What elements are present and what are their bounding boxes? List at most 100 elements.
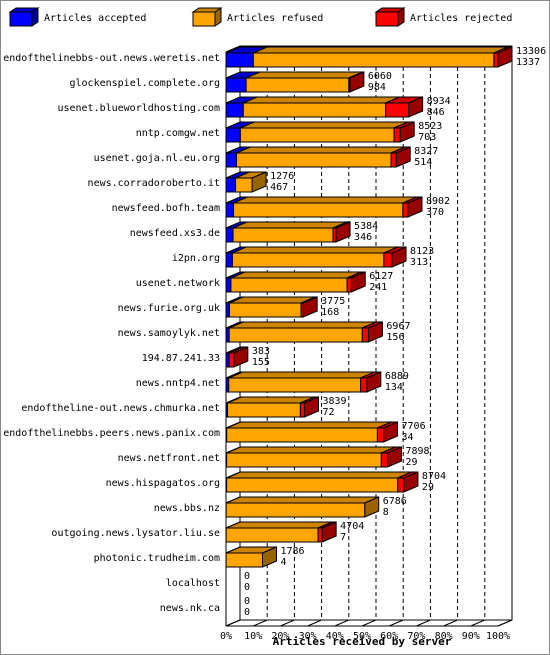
bar (228, 302, 302, 318)
total-label: 8934 (427, 96, 451, 107)
tick-mark (389, 619, 404, 627)
total-label: 5384 (354, 221, 378, 232)
bar-top (225, 521, 333, 529)
bar (225, 77, 247, 93)
bar (228, 327, 363, 343)
bar-top (228, 321, 377, 329)
bar (225, 527, 319, 543)
bar (332, 227, 337, 243)
y-tick-label: usenet.goja.nl.eu.org (94, 153, 220, 164)
accepted-label: 984 (368, 82, 386, 93)
x-tick-label: 80% (435, 631, 453, 642)
total-label: 0 (244, 596, 250, 607)
y-tick-label: photonic.trudheim.com (94, 553, 220, 564)
bar (348, 77, 351, 93)
y-axis-back (225, 45, 241, 53)
x-tick-label: 20% (271, 631, 289, 642)
bar (226, 427, 378, 443)
bar (230, 277, 348, 293)
bar-top (232, 246, 399, 254)
y-tick-label: newsfeed.bofh.team (112, 203, 220, 214)
total-label: 8704 (422, 471, 446, 482)
tick-mark (334, 619, 349, 627)
bar-top (226, 471, 412, 479)
bar-top (230, 271, 362, 279)
y-tick-label: nntp.comgw.net (136, 128, 220, 139)
total-label: 383 (252, 346, 270, 357)
total-label: 6889 (385, 371, 409, 382)
y-tick-label: endoftheline-out.news.chmurka.net (21, 403, 220, 414)
bar-top (232, 221, 348, 229)
total-label: 6786 (383, 496, 407, 507)
x-tick-label: 60% (380, 631, 398, 642)
tick-mark (361, 619, 377, 627)
bar (236, 152, 392, 168)
bar (385, 102, 410, 118)
bar (225, 227, 234, 243)
bar (390, 152, 397, 168)
accepted-label: 29 (405, 457, 417, 468)
tick-mark (416, 619, 431, 627)
accepted-label: 34 (402, 432, 414, 443)
bar (228, 377, 362, 393)
accepted-label: 846 (427, 107, 445, 118)
x-tick-label: 50% (353, 631, 371, 642)
tick-mark (225, 619, 241, 627)
accepted-label: 72 (322, 407, 334, 418)
bar (225, 552, 264, 568)
accepted-label: 241 (369, 282, 387, 293)
bar (225, 277, 232, 293)
bar (299, 402, 305, 418)
total-label: 8327 (414, 146, 438, 157)
y-tick-label: news.bbs.nz (154, 503, 220, 514)
accepted-label: 514 (414, 157, 432, 168)
bar (376, 427, 385, 443)
legend-swatch (9, 11, 33, 27)
accepted-label: 29 (422, 482, 434, 493)
x-tick-label: 40% (326, 631, 344, 642)
y-tick-label: 194.87.241.33 (142, 353, 220, 364)
tick-mark (253, 619, 268, 627)
accepted-label: 1337 (516, 57, 540, 68)
y-tick-label: glockenspiel.complete.org (69, 78, 220, 89)
bar-top (226, 446, 396, 454)
bar (242, 102, 387, 118)
accepted-label: 313 (410, 257, 428, 268)
bar (226, 477, 399, 493)
accepted-label: 0 (244, 607, 250, 618)
total-label: 6127 (369, 271, 393, 282)
total-label: 0 (244, 571, 250, 582)
bar (232, 227, 334, 243)
bar-top (228, 371, 375, 379)
bar (225, 502, 366, 518)
legend-swatch-side (397, 7, 405, 27)
bar-top (226, 421, 392, 429)
tick-mark (443, 619, 458, 627)
bar (233, 202, 404, 218)
total-label: 8523 (418, 121, 442, 132)
x-tick-label: 10% (244, 631, 262, 642)
bar (245, 77, 350, 93)
accepted-label: 155 (252, 357, 270, 368)
bar (402, 202, 409, 218)
accepted-label: 134 (385, 382, 403, 393)
y-tick-label: outgoing.news.lysator.liu.se (51, 528, 220, 539)
total-label: 8902 (426, 196, 450, 207)
bar (383, 252, 393, 268)
bar (225, 252, 233, 268)
total-label: 3839 (322, 396, 346, 407)
y-tick-label: news.hispagatos.org (106, 478, 220, 489)
bar (252, 52, 495, 68)
bar (239, 127, 395, 143)
bar (380, 452, 388, 468)
total-label: 13306 (516, 46, 546, 57)
x-axis-label: Articles received by server (273, 635, 452, 648)
total-label: 8123 (410, 246, 434, 257)
bar (360, 377, 368, 393)
bar (317, 527, 323, 543)
accepted-label: 467 (270, 182, 288, 193)
bar (393, 127, 401, 143)
accepted-label: 7 (340, 532, 346, 543)
bar (228, 352, 235, 368)
